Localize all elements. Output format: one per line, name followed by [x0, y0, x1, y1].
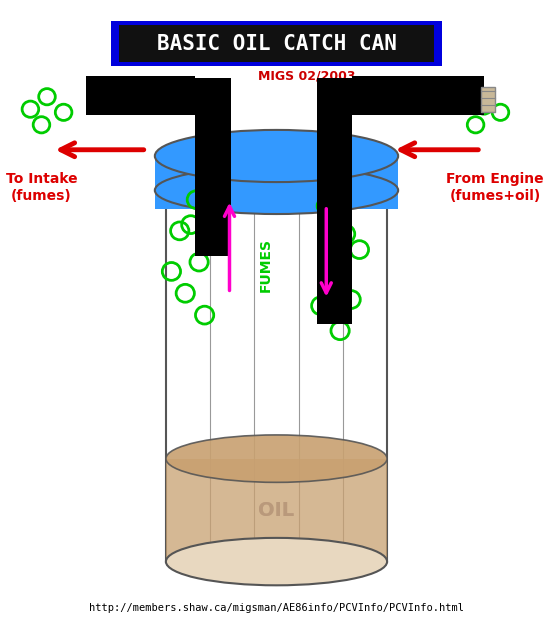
- Bar: [166, 459, 387, 562]
- Bar: [195, 156, 231, 256]
- Text: FUMES: FUMES: [259, 238, 273, 292]
- Bar: [166, 190, 387, 562]
- Ellipse shape: [166, 435, 387, 482]
- Ellipse shape: [155, 130, 398, 182]
- Bar: [86, 76, 195, 115]
- Bar: [481, 87, 495, 112]
- Bar: [119, 25, 434, 62]
- Text: http://members.shaw.ca/migsman/AE86info/PCVInfo/PCVInfo.html: http://members.shaw.ca/migsman/AE86info/…: [89, 603, 464, 613]
- Bar: [155, 156, 398, 209]
- Bar: [317, 78, 352, 163]
- Text: BASIC OIL CATCH CAN: BASIC OIL CATCH CAN: [156, 34, 397, 54]
- Text: From Engine
(fumes+oil): From Engine (fumes+oil): [446, 172, 544, 203]
- Ellipse shape: [166, 538, 387, 585]
- Bar: [111, 21, 442, 66]
- Bar: [195, 78, 231, 163]
- Bar: [352, 76, 484, 115]
- Ellipse shape: [155, 167, 398, 214]
- Bar: [317, 156, 352, 324]
- Text: To Intake
(fumes): To Intake (fumes): [6, 172, 77, 203]
- Text: OIL: OIL: [258, 500, 295, 520]
- Text: OIL: OIL: [258, 500, 295, 520]
- Text: MIGS 02/2003: MIGS 02/2003: [258, 70, 356, 82]
